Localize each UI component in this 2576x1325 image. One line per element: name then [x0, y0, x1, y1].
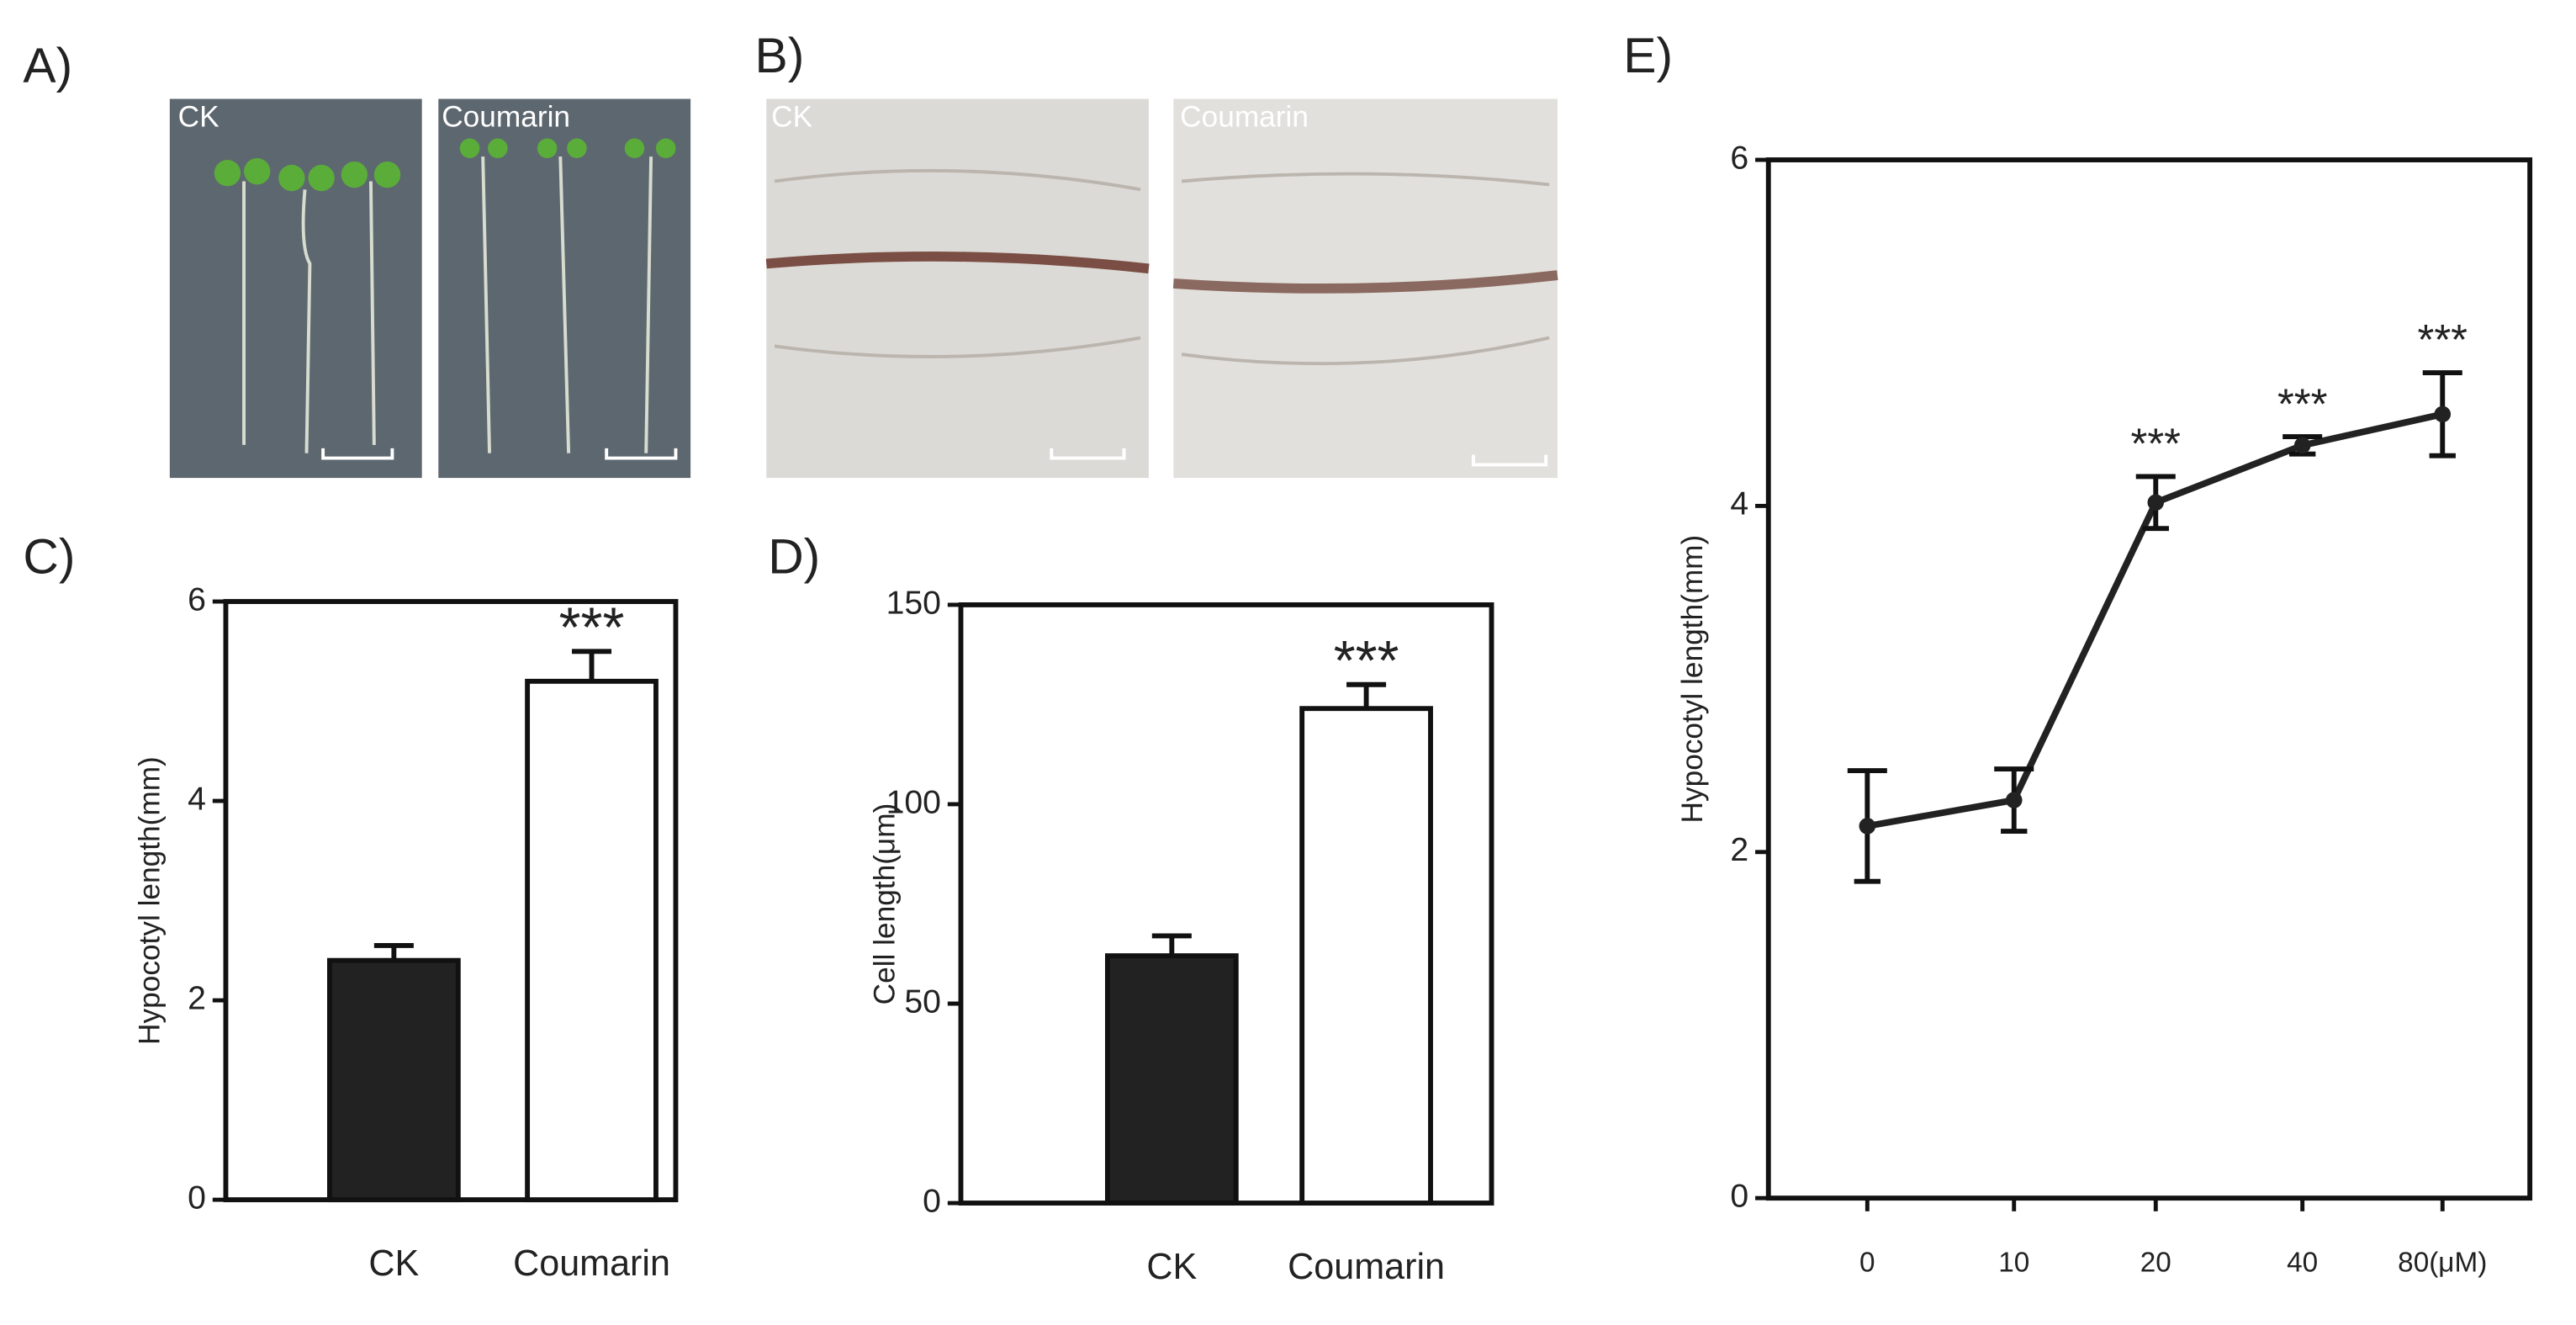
y-tick-label: 0: [188, 1179, 206, 1216]
x-tick-label: Coumarin: [513, 1243, 670, 1284]
panel-label: E): [1623, 29, 1673, 83]
bar: [525, 678, 659, 1203]
significance-label: ***: [559, 596, 625, 659]
x-tick-label: 0: [1859, 1247, 1875, 1278]
error-bar: [572, 649, 612, 681]
error-bar: [1151, 933, 1192, 957]
panel-label: D): [768, 530, 820, 585]
y-tick-label: 100: [886, 784, 941, 820]
bar: [1299, 706, 1433, 1206]
significance-label: ***: [2277, 379, 2328, 427]
y-tick-label: 0: [923, 1183, 941, 1219]
x-tick-label: CK: [368, 1243, 419, 1284]
data-point: [2293, 437, 2311, 454]
photo-caption: CK: [771, 100, 812, 133]
x-tick-label: Coumarin: [1288, 1247, 1445, 1287]
y-tick-label: 6: [1730, 140, 1748, 176]
photo-panel-b: B) CK Coumarin: [755, 29, 1558, 479]
photo: [766, 98, 1149, 479]
bar: [326, 957, 461, 1203]
data-point: [1859, 818, 1876, 835]
significance-label: ***: [2131, 420, 2182, 468]
data-point: [2434, 405, 2452, 423]
y-tick-label: 6: [188, 581, 206, 617]
photo-caption: CK: [178, 100, 220, 133]
photo: [169, 98, 422, 479]
y-tick-label: 2: [188, 980, 206, 1016]
x-tick-label: 10: [1998, 1247, 2029, 1278]
y-tick-label: 4: [1730, 486, 1748, 522]
y-tick-label: 0: [1730, 1179, 1748, 1215]
significance-label: ***: [2418, 315, 2468, 363]
y-axis-label: Cell length(μm): [869, 803, 902, 1005]
panel-label: B): [755, 29, 805, 83]
x-tick-label: CK: [1146, 1247, 1197, 1287]
data-point: [2147, 494, 2165, 511]
x-tick-label: 40: [2287, 1247, 2318, 1278]
error-bar: [373, 942, 414, 961]
y-axis-label: Hypocotyl length(mm): [134, 756, 167, 1045]
significance-label: ***: [1334, 630, 1399, 692]
y-tick-label: 4: [188, 781, 206, 817]
y-axis-label: Hypocotyl length(mm): [1676, 535, 1709, 824]
x-tick-label: 80(μM): [2398, 1247, 2487, 1278]
photo-caption: Coumarin: [1180, 100, 1309, 133]
x-tick-label: 20: [2140, 1247, 2171, 1278]
plot-frame: [1765, 157, 2533, 1201]
photo-panel-a: A) CK Coumarin: [23, 39, 691, 479]
bar: [1104, 953, 1239, 1206]
panel-label: C): [23, 530, 75, 585]
y-tick-label: 2: [1730, 832, 1748, 868]
photo-caption: Coumarin: [442, 100, 570, 133]
panel-label: A): [23, 39, 72, 93]
y-tick-label: 150: [886, 585, 941, 621]
y-tick-label: 50: [904, 983, 941, 1020]
data-point: [2005, 792, 2023, 808]
error-bar: [1346, 681, 1387, 709]
